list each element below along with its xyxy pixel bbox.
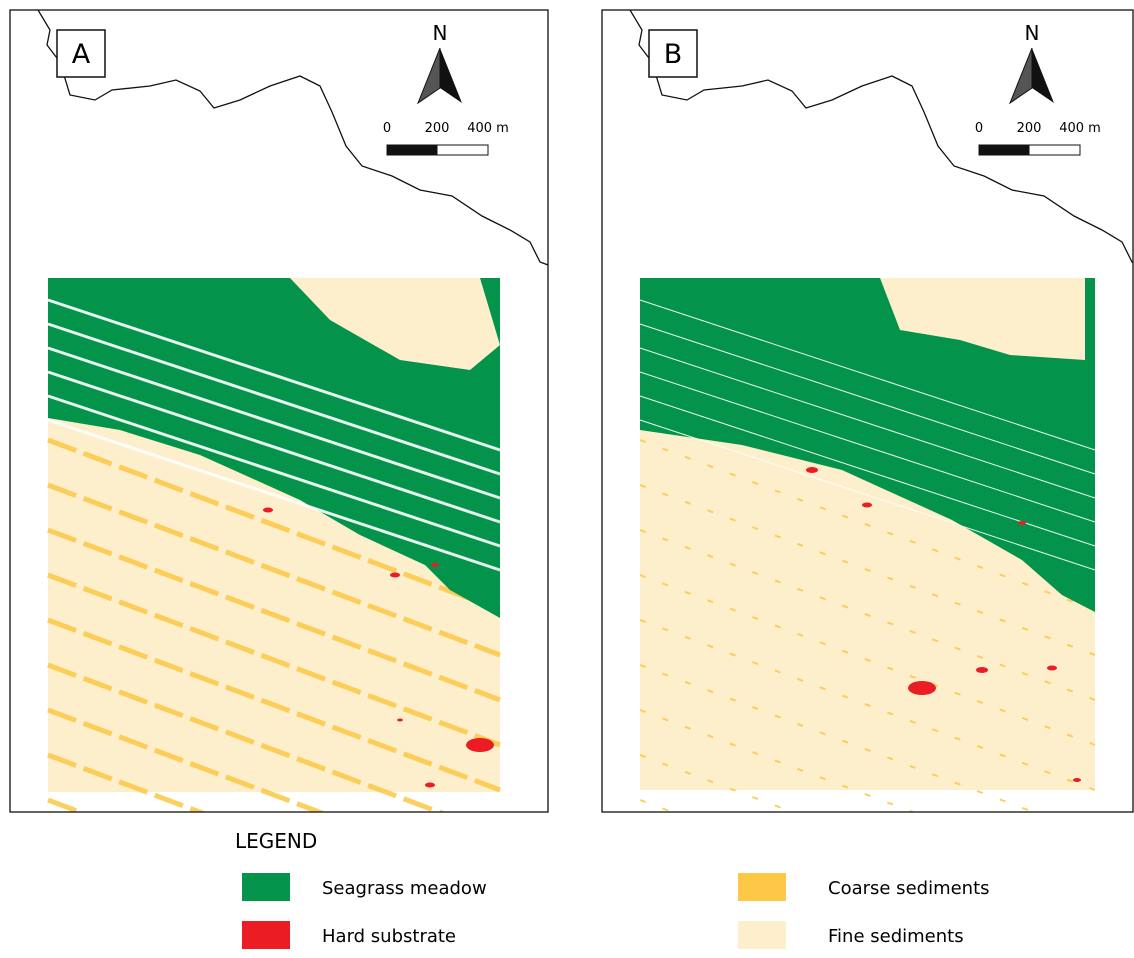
scale-label: 0 — [975, 121, 983, 136]
figure: LEGEND A N 0 200 400 m B N 0 200 400 m Seagrass me… — [0, 0, 1134, 958]
scale-label: 0 — [383, 121, 391, 136]
hard-substrate — [1073, 778, 1081, 782]
hard-substrate — [1018, 521, 1026, 525]
hard-substrate — [263, 508, 273, 513]
legend-swatch — [242, 921, 290, 949]
scale-bar-white — [1029, 145, 1080, 155]
map-content — [48, 278, 500, 958]
hard-substrate — [908, 681, 936, 695]
north-label: N — [1025, 21, 1040, 45]
legend-label: Coarse sediments — [828, 878, 990, 899]
hard-substrate — [431, 563, 439, 567]
legend-label: Fine sediments — [828, 926, 964, 947]
map-panel: A N 0 200 400 m — [10, 10, 548, 958]
legend-swatch — [738, 873, 786, 901]
hard-substrate — [862, 503, 872, 508]
map-content — [640, 278, 1095, 958]
north-arrow-right — [440, 48, 462, 103]
hard-substrate — [976, 667, 988, 673]
legend-label: Seagrass meadow — [322, 878, 487, 899]
scale-bar-white — [437, 145, 488, 155]
scale-label: 400 m — [1059, 121, 1101, 136]
north-arrow-left — [418, 48, 440, 103]
scale-label: 200 — [425, 121, 450, 136]
scale-bar-black — [979, 145, 1029, 155]
hard-substrate — [390, 573, 400, 578]
scale-label: 200 — [1017, 121, 1042, 136]
legend-title: LEGEND — [235, 829, 317, 853]
north-arrow-right — [1032, 48, 1054, 103]
map-panel: B N 0 200 400 m — [602, 10, 1134, 958]
north-label: N — [433, 21, 448, 45]
hard-substrate — [466, 738, 494, 752]
legend-swatch — [738, 921, 786, 949]
panel-label: A — [72, 39, 91, 70]
scale-label: 400 m — [467, 121, 509, 136]
hard-substrate — [806, 467, 818, 473]
legend-label: Hard substrate — [322, 926, 456, 947]
panel-label: B — [664, 39, 683, 70]
legend-swatch — [242, 873, 290, 901]
coastline — [630, 10, 1134, 265]
hard-substrate — [397, 719, 403, 722]
north-arrow-left — [1010, 48, 1032, 103]
coastline — [38, 10, 548, 265]
hard-substrate — [425, 783, 435, 788]
scale-bar-black — [387, 145, 437, 155]
hard-substrate — [1047, 666, 1057, 671]
